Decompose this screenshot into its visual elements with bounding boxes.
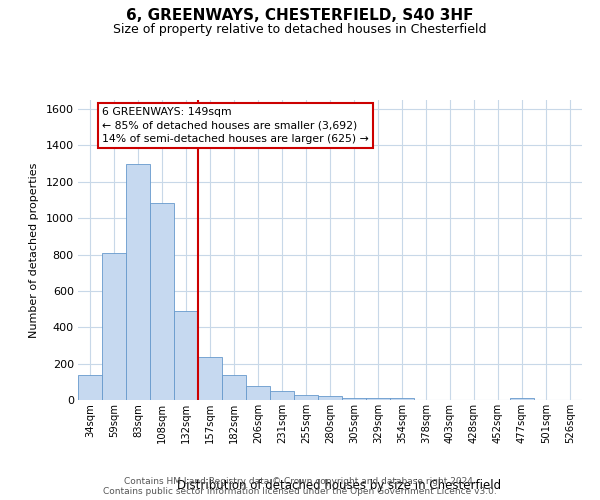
Text: Contains HM Land Registry data © Crown copyright and database right 2024.
Contai: Contains HM Land Registry data © Crown c…: [103, 476, 497, 496]
Text: Size of property relative to detached houses in Chesterfield: Size of property relative to detached ho…: [113, 22, 487, 36]
Bar: [102, 252, 126, 400]
Y-axis label: Number of detached properties: Number of detached properties: [29, 162, 39, 338]
Bar: [78, 374, 102, 400]
Bar: [174, 311, 198, 400]
Bar: [318, 396, 342, 400]
Bar: [150, 202, 174, 400]
Bar: [246, 386, 270, 400]
Bar: [510, 398, 534, 400]
Bar: [366, 398, 390, 400]
Text: 6, GREENWAYS, CHESTERFIELD, S40 3HF: 6, GREENWAYS, CHESTERFIELD, S40 3HF: [126, 8, 474, 22]
Bar: [222, 376, 246, 400]
Bar: [198, 358, 222, 400]
Text: Distribution of detached houses by size in Chesterfield: Distribution of detached houses by size …: [177, 480, 501, 492]
Bar: [126, 164, 150, 400]
Text: 6 GREENWAYS: 149sqm
← 85% of detached houses are smaller (3,692)
14% of semi-det: 6 GREENWAYS: 149sqm ← 85% of detached ho…: [102, 108, 369, 144]
Bar: [342, 398, 366, 400]
Bar: [270, 392, 294, 400]
Bar: [294, 395, 318, 400]
Bar: [390, 398, 414, 400]
